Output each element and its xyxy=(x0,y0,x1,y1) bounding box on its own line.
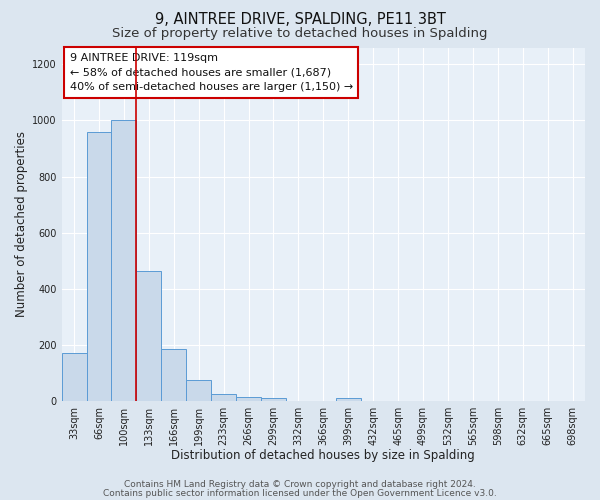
Bar xyxy=(236,397,261,401)
Text: Contains HM Land Registry data © Crown copyright and database right 2024.: Contains HM Land Registry data © Crown c… xyxy=(124,480,476,489)
Bar xyxy=(161,349,186,401)
X-axis label: Distribution of detached houses by size in Spalding: Distribution of detached houses by size … xyxy=(172,450,475,462)
Text: 9, AINTREE DRIVE, SPALDING, PE11 3BT: 9, AINTREE DRIVE, SPALDING, PE11 3BT xyxy=(155,12,445,28)
Y-axis label: Number of detached properties: Number of detached properties xyxy=(15,132,28,318)
Bar xyxy=(336,398,361,401)
Bar xyxy=(211,394,236,401)
Bar xyxy=(62,354,86,401)
Text: Contains public sector information licensed under the Open Government Licence v3: Contains public sector information licen… xyxy=(103,488,497,498)
Bar xyxy=(112,120,136,401)
Bar xyxy=(186,380,211,401)
Bar xyxy=(86,132,112,401)
Text: Size of property relative to detached houses in Spalding: Size of property relative to detached ho… xyxy=(112,28,488,40)
Bar xyxy=(136,270,161,401)
Bar xyxy=(261,398,286,401)
Text: 9 AINTREE DRIVE: 119sqm
← 58% of detached houses are smaller (1,687)
40% of semi: 9 AINTREE DRIVE: 119sqm ← 58% of detache… xyxy=(70,53,353,92)
